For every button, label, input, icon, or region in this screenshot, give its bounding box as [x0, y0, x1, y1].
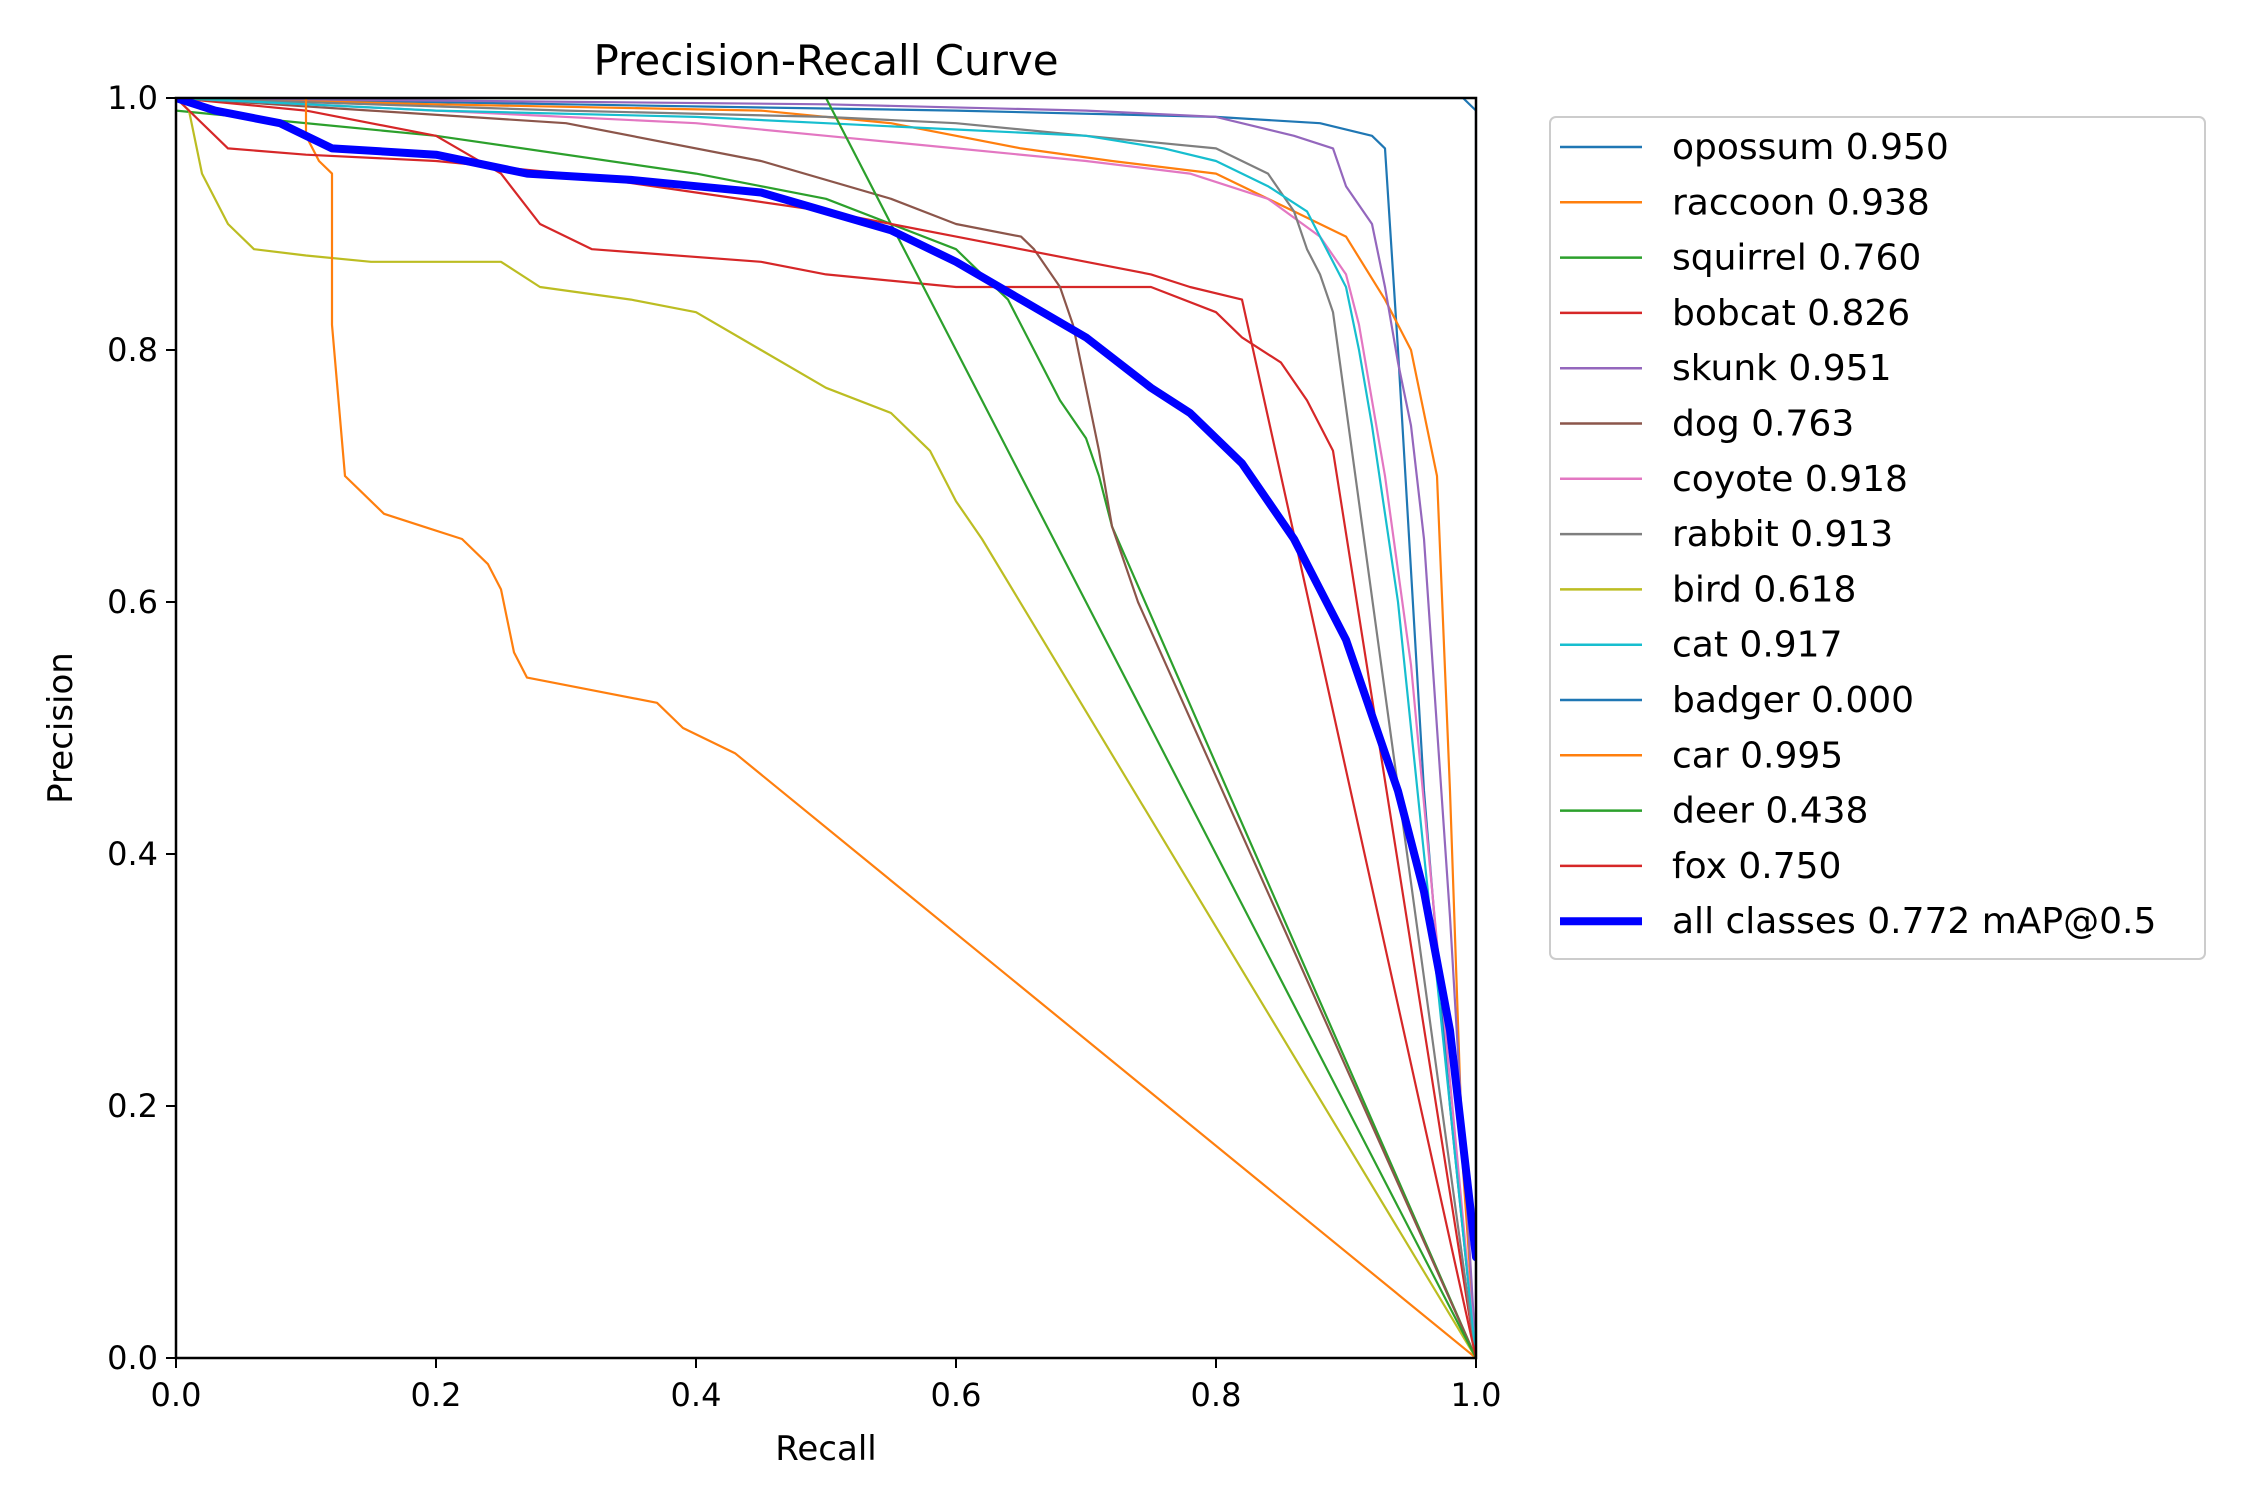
y-tick-label: 0.8: [107, 331, 158, 369]
chart-title: Precision-Recall Curve: [593, 36, 1058, 85]
y-axis: 0.0 0.2 0.4 0.6 0.8 1.0: [107, 79, 176, 1377]
legend-label: bird 0.618: [1672, 569, 1856, 610]
legend-label: cat 0.917: [1672, 625, 1842, 666]
legend-label: dog 0.763: [1672, 404, 1854, 445]
series-line-4: [176, 98, 1476, 1358]
legend-label: rabbit 0.913: [1672, 514, 1893, 555]
legend-entries: opossum 0.950 raccoon 0.938 squirrel 0.760…: [1560, 127, 2156, 942]
series-line-12: [176, 98, 1476, 1358]
y-tick-label: 1.0: [107, 79, 158, 117]
x-tick-label: 0.2: [411, 1376, 462, 1414]
x-tick-label: 1.0: [1451, 1376, 1502, 1414]
legend: opossum 0.950 raccoon 0.938 squirrel 0.760…: [1549, 116, 2206, 960]
series-line-10: [176, 98, 1476, 1358]
legend-label: deer 0.438: [1672, 791, 1868, 832]
series-line-11: [176, 98, 1476, 1358]
legend-label: skunk 0.951: [1672, 348, 1891, 389]
legend-label: bobcat 0.826: [1672, 293, 1910, 334]
series-line-6: [176, 98, 1476, 1358]
legend-label: all classes 0.772 mAP@0.5: [1672, 901, 2156, 942]
legend-label: coyote 0.918: [1672, 459, 1908, 500]
x-tick-label: 0.6: [931, 1376, 982, 1414]
y-tick-label: 0.6: [107, 583, 158, 621]
series-line-9: [176, 98, 1476, 1358]
legend-label: raccoon 0.938: [1672, 182, 1930, 223]
x-tick-label: 0.4: [671, 1376, 722, 1414]
x-tick-label: 0.8: [1191, 1376, 1242, 1414]
plot-frame: [174, 96, 1478, 1360]
y-tick-label: 0.4: [107, 835, 158, 873]
x-axis: 0.0 0.2 0.4 0.6 0.8 1.0: [151, 1358, 1502, 1414]
legend-box: [1549, 116, 2206, 960]
y-tick-label: 0.2: [107, 1087, 158, 1125]
series-layer: [176, 98, 1476, 1358]
series-line-5: [176, 98, 1476, 1358]
x-tick-label: 0.0: [151, 1376, 202, 1414]
series-line-14: [176, 98, 1476, 1262]
legend-label: squirrel 0.760: [1672, 238, 1921, 279]
series-line-7: [176, 98, 1476, 1358]
series-line-8: [176, 98, 1476, 1358]
legend-label: car 0.995: [1672, 735, 1843, 776]
x-axis-label: Recall: [775, 1429, 876, 1469]
series-line-3: [176, 98, 1476, 1358]
y-tick-label: 0.0: [107, 1339, 158, 1377]
y-axis-label: Precision: [41, 652, 81, 804]
legend-label: fox 0.750: [1672, 846, 1841, 887]
legend-label: badger 0.000: [1672, 680, 1914, 721]
legend-label: opossum 0.950: [1672, 127, 1949, 168]
